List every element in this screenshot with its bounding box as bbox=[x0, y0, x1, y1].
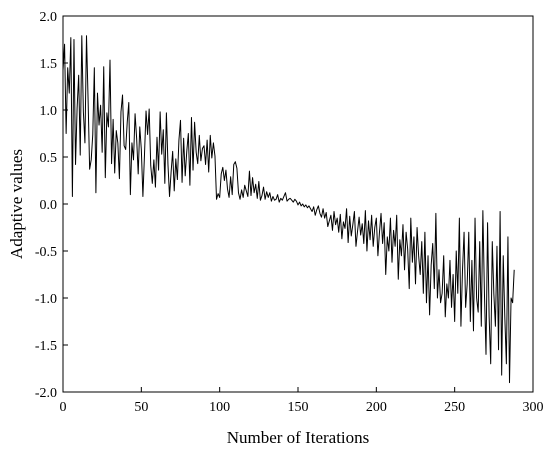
x-axis-title: Number of Iterations bbox=[227, 428, 370, 447]
x-tick-label: 300 bbox=[523, 400, 544, 415]
plot-frame bbox=[62, 15, 534, 393]
y-tick-label: -1.5 bbox=[35, 339, 57, 354]
y-tick-label: -1.0 bbox=[35, 292, 57, 307]
y-tick-label: 1.0 bbox=[40, 104, 58, 119]
y-tick-label: 0.5 bbox=[40, 151, 58, 166]
y-tick-label: -2.0 bbox=[35, 386, 57, 401]
x-tick-label: 50 bbox=[134, 400, 148, 415]
x-tick-label: 150 bbox=[288, 400, 309, 415]
y-tick-label: -0.5 bbox=[35, 245, 57, 260]
y-tick-label: 1.5 bbox=[40, 57, 58, 72]
y-tick-label: 0.0 bbox=[40, 198, 58, 213]
x-tick-label: 0 bbox=[60, 400, 67, 415]
tick-marks bbox=[62, 15, 534, 393]
x-tick-label: 200 bbox=[366, 400, 387, 415]
y-axis-title: Adaptive values bbox=[7, 149, 26, 259]
tick-labels: 0 50 100 150 200 250 300 2.0 1.5 1.0 0.5 0.0 -0.5 -1.… bbox=[35, 10, 544, 415]
y-tick-label: 2.0 bbox=[40, 10, 58, 25]
series-line-0 bbox=[62, 35, 515, 384]
plot-area bbox=[62, 35, 515, 384]
x-tick-label: 250 bbox=[444, 400, 465, 415]
x-tick-label: 100 bbox=[209, 400, 230, 415]
